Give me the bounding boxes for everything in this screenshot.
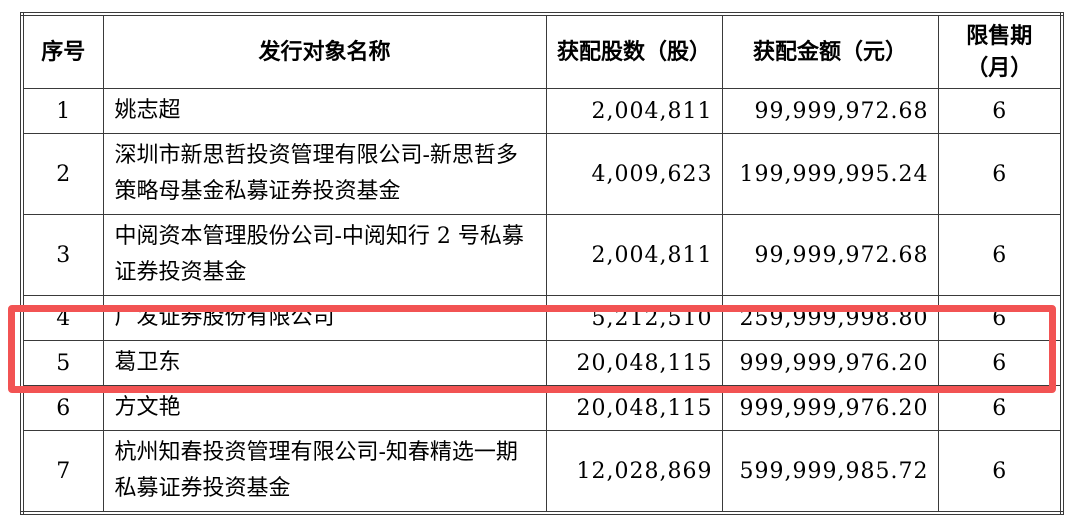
seq-cell: 3 (21, 214, 104, 296)
allocation-table-grid: 序号 发行对象名称 获配股数（股） 获配金额（元） 限售期（月） 1 姚志超 2… (20, 12, 1064, 515)
allocation-table: 序号 发行对象名称 获配股数（股） 获配金额（元） 限售期（月） 1 姚志超 2… (20, 12, 1064, 515)
shares-cell: 5,212,510 (545, 295, 723, 341)
name-cell: 方文艳 (102, 385, 547, 431)
header-amount: 获配金额（元） (721, 13, 939, 89)
header-lockup: 限售期（月） (937, 13, 1063, 89)
table-row-highlighted: 6 方文艳 20,048,115 999,999,976.20 6 (21, 385, 1063, 431)
name-cell: 姚志超 (102, 88, 547, 134)
amount-cell: 999,999,976.20 (721, 340, 939, 386)
shares-cell: 20,048,115 (545, 385, 723, 431)
name-cell: 深圳市新思哲投资管理有限公司-新思哲多策略母基金私募证券投资基金 (102, 133, 547, 215)
amount-cell: 999,999,976.20 (721, 385, 939, 431)
table-row: 1 姚志超 2,004,811 99,999,972.68 6 (21, 88, 1063, 134)
seq-cell: 2 (21, 133, 104, 215)
amount-cell: 99,999,972.68 (721, 214, 939, 296)
header-row: 序号 发行对象名称 获配股数（股） 获配金额（元） 限售期（月） (21, 13, 1063, 89)
lockup-cell: 6 (937, 88, 1063, 134)
shares-cell: 20,048,115 (545, 340, 723, 386)
shares-cell: 2,004,811 (545, 214, 723, 296)
lockup-cell: 6 (937, 133, 1063, 215)
seq-cell: 6 (21, 385, 104, 431)
name-cell: 中阅资本管理股份公司-中阅知行 2 号私募证券投资基金 (102, 214, 547, 296)
amount-cell: 259,999,998.80 (721, 295, 939, 341)
seq-cell: 1 (21, 88, 104, 134)
amount-cell: 199,999,995.24 (721, 133, 939, 215)
shares-cell: 4,009,623 (545, 133, 723, 215)
lockup-cell: 6 (937, 214, 1063, 296)
amount-cell: 99,999,972.68 (721, 88, 939, 134)
header-shares: 获配股数（股） (545, 13, 723, 89)
header-seq: 序号 (21, 13, 104, 89)
table-row: 4 广发证券股份有限公司 5,212,510 259,999,998.80 6 (21, 295, 1063, 341)
header-target-name: 发行对象名称 (102, 13, 547, 89)
name-cell: 杭州知春投资管理有限公司-知春精选一期私募证券投资基金 (102, 430, 547, 514)
shares-cell: 2,004,811 (545, 88, 723, 134)
table-row: 7 杭州知春投资管理有限公司-知春精选一期私募证券投资基金 12,028,869… (21, 430, 1063, 514)
seq-cell: 7 (21, 430, 104, 514)
seq-cell: 4 (21, 295, 104, 341)
shares-cell: 12,028,869 (545, 430, 723, 514)
table-row: 3 中阅资本管理股份公司-中阅知行 2 号私募证券投资基金 2,004,811 … (21, 214, 1063, 296)
table-row-highlighted: 5 葛卫东 20,048,115 999,999,976.20 6 (21, 340, 1063, 386)
name-cell: 葛卫东 (102, 340, 547, 386)
amount-cell: 599,999,985.72 (721, 430, 939, 514)
table-row: 2 深圳市新思哲投资管理有限公司-新思哲多策略母基金私募证券投资基金 4,009… (21, 133, 1063, 215)
seq-cell: 5 (21, 340, 104, 386)
name-cell: 广发证券股份有限公司 (102, 295, 547, 341)
lockup-cell: 6 (937, 385, 1063, 431)
lockup-cell: 6 (937, 340, 1063, 386)
header-lockup-label: 限售期（月） (966, 23, 1033, 81)
lockup-cell: 6 (937, 430, 1063, 514)
lockup-cell: 6 (937, 295, 1063, 341)
